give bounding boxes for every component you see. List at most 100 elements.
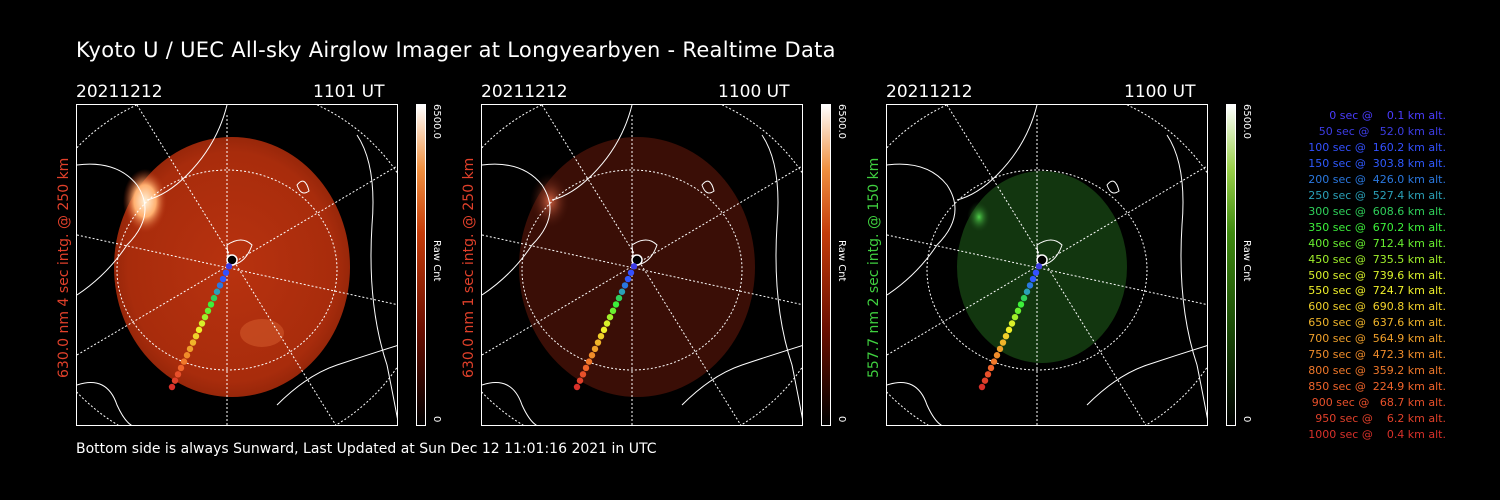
track-point bbox=[1002, 333, 1010, 340]
panel-1-time: 1101 UT bbox=[313, 82, 385, 102]
panel-2-channel-label: 630.0 nm 1 sec intg. @ 250 km bbox=[461, 157, 477, 378]
panel-2-colorbar-unit: Raw Cnt bbox=[836, 240, 847, 282]
panel-1-colorbar bbox=[416, 104, 426, 426]
panel-1-colorbar-min: 0 bbox=[431, 416, 442, 423]
track-point bbox=[606, 313, 614, 321]
satellite-track bbox=[978, 254, 1048, 391]
track-point bbox=[195, 326, 203, 334]
legend-row: 450 sec @ 735.5 km alt. bbox=[1308, 252, 1446, 266]
panel-1-date: 20211212 bbox=[76, 82, 163, 102]
legend-row: 0 sec @ 0.1 km alt. bbox=[1329, 109, 1446, 122]
track-point bbox=[1020, 294, 1028, 302]
page-title: Kyoto U / UEC All-sky Airglow Imager at … bbox=[76, 38, 836, 62]
aurora-spot bbox=[967, 201, 991, 233]
panel-1-colorbar-max: 6500.0 bbox=[431, 104, 442, 139]
track-point bbox=[618, 288, 626, 295]
legend-row: 200 sec @ 426.0 km alt. bbox=[1308, 172, 1446, 186]
track-point bbox=[621, 282, 629, 289]
track-point bbox=[192, 333, 200, 340]
track-point bbox=[1026, 282, 1034, 289]
track-point bbox=[201, 313, 209, 321]
panel-3-colorbar-min: 0 bbox=[1241, 416, 1252, 423]
panel-3-channel-label: 557.7 nm 2 sec intg. @ 150 km bbox=[866, 157, 882, 378]
legend-row: 250 sec @ 527.4 km alt. bbox=[1308, 188, 1446, 202]
track-point bbox=[576, 377, 584, 384]
track-point bbox=[990, 358, 998, 365]
legend-row: 400 sec @ 712.4 km alt. bbox=[1308, 236, 1446, 250]
satellite-track bbox=[168, 254, 238, 391]
track-point bbox=[600, 326, 608, 334]
track-point bbox=[1008, 320, 1016, 327]
track-point bbox=[222, 269, 230, 276]
track-point bbox=[189, 339, 197, 346]
panel-3-colorbar bbox=[1226, 104, 1236, 426]
track-point bbox=[996, 345, 1004, 353]
track-point bbox=[1005, 326, 1013, 334]
legend-row: 650 sec @ 637.6 km alt. bbox=[1308, 316, 1446, 330]
legend-row: 100 sec @ 160.2 km alt. bbox=[1308, 140, 1446, 154]
panel-1-map bbox=[77, 105, 397, 425]
track-point bbox=[1035, 263, 1043, 270]
track-point bbox=[225, 263, 233, 270]
track-point bbox=[987, 364, 995, 372]
track-point bbox=[1017, 301, 1025, 308]
track-point bbox=[603, 320, 611, 327]
track-point bbox=[978, 383, 986, 391]
track-point bbox=[573, 383, 581, 391]
panel-2-image bbox=[481, 104, 803, 426]
panel-3-colorbar-unit: Raw Cnt bbox=[1241, 240, 1252, 282]
track-point bbox=[168, 383, 176, 391]
legend-row: 750 sec @ 472.3 km alt. bbox=[1308, 348, 1446, 362]
track-point bbox=[981, 377, 989, 384]
legend-row: 550 sec @ 724.7 km alt. bbox=[1308, 284, 1446, 298]
track-point bbox=[627, 269, 635, 276]
track-point bbox=[213, 288, 221, 295]
track-point bbox=[588, 352, 596, 359]
track-point bbox=[171, 377, 179, 384]
legend-row: 800 sec @ 359.2 km alt. bbox=[1308, 364, 1446, 378]
track-point bbox=[1023, 288, 1031, 295]
track-point bbox=[612, 301, 620, 308]
panel-3-map bbox=[887, 105, 1207, 425]
track-point bbox=[993, 352, 1001, 359]
satellite-track bbox=[573, 254, 643, 391]
panel-1-colorbar-unit: Raw Cnt bbox=[431, 240, 442, 282]
panel-2-colorbar bbox=[821, 104, 831, 426]
track-point bbox=[216, 282, 224, 289]
track-point bbox=[1036, 254, 1048, 266]
panel-1-image bbox=[76, 104, 398, 426]
track-point bbox=[219, 275, 227, 283]
footer-note: Bottom side is always Sunward, Last Upda… bbox=[76, 441, 657, 457]
track-point bbox=[204, 307, 212, 314]
track-point bbox=[207, 301, 215, 308]
panel-3-date: 20211212 bbox=[886, 82, 973, 102]
track-point bbox=[186, 345, 194, 353]
track-point bbox=[1029, 275, 1037, 283]
track-point bbox=[594, 339, 602, 346]
panel-3-image bbox=[886, 104, 1208, 426]
track-point bbox=[183, 352, 191, 359]
panel-1-channel-label: 630.0 nm 4 sec intg. @ 250 km bbox=[56, 157, 72, 378]
panel-2-time: 1100 UT bbox=[718, 82, 790, 102]
track-point bbox=[615, 294, 623, 302]
panel-2-colorbar-min: 0 bbox=[836, 416, 847, 423]
panel-2-date: 20211212 bbox=[481, 82, 568, 102]
legend-row: 500 sec @ 739.6 km alt. bbox=[1308, 268, 1446, 282]
track-point bbox=[597, 333, 605, 340]
track-point bbox=[1014, 307, 1022, 314]
track-legend: 0 sec @ 0.1 km alt. 50 sec @ 52.0 km alt.… bbox=[1262, 108, 1446, 443]
track-point bbox=[198, 320, 206, 327]
legend-row: 850 sec @ 224.9 km alt. bbox=[1308, 380, 1446, 394]
glow-patch bbox=[240, 319, 284, 347]
track-point bbox=[177, 364, 185, 372]
track-point bbox=[591, 345, 599, 353]
track-point bbox=[174, 371, 182, 378]
track-point bbox=[984, 371, 992, 378]
legend-row: 150 sec @ 303.8 km alt. bbox=[1308, 156, 1446, 170]
legend-row: 350 sec @ 670.2 km alt. bbox=[1308, 220, 1446, 234]
panel-3-colorbar-max: 6500.0 bbox=[1241, 104, 1252, 139]
track-point bbox=[582, 364, 590, 372]
legend-row: 1000 sec @ 0.4 km alt. bbox=[1308, 428, 1446, 442]
legend-row: 900 sec @ 68.7 km alt. bbox=[1311, 396, 1446, 410]
legend-row: 950 sec @ 6.2 km alt. bbox=[1315, 412, 1446, 426]
